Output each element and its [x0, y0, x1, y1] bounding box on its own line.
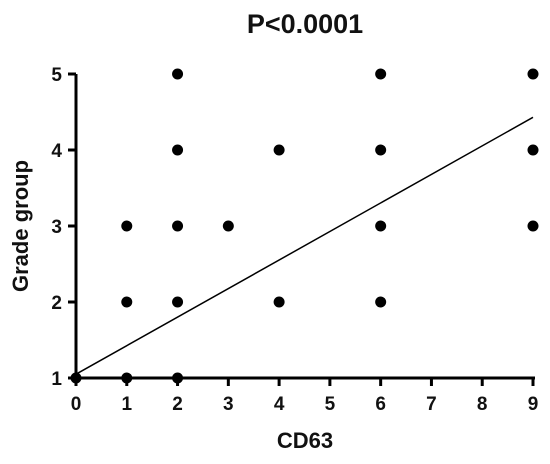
scatter-point [527, 144, 539, 156]
scatter-point [375, 296, 387, 308]
scatter-point [172, 144, 184, 156]
scatter-point [273, 144, 285, 156]
x-tick-label: 4 [274, 394, 285, 415]
scatter-point [121, 220, 133, 232]
x-tick-label: 8 [477, 394, 488, 415]
regression-line [75, 116, 534, 375]
x-tick-label: 2 [172, 394, 183, 415]
scatter-point [172, 68, 184, 80]
y-tick-label: 3 [51, 217, 62, 238]
scatter-point [172, 296, 184, 308]
y-tick-label: 5 [51, 65, 62, 86]
x-tick-label: 7 [426, 394, 437, 415]
scatter-point [172, 372, 184, 384]
scatter-point [527, 68, 539, 80]
y-tick-label: 2 [51, 293, 62, 314]
x-tick-label: 9 [528, 394, 539, 415]
x-tick-label: 5 [325, 394, 336, 415]
scatter-point [121, 372, 133, 384]
y-axis-label: Grade group [8, 160, 33, 292]
y-tick-label: 4 [51, 141, 62, 162]
x-tick-label: 1 [121, 394, 132, 415]
regression-line-group [75, 116, 534, 375]
x-tick-label: 3 [223, 394, 234, 415]
scatter-point [375, 144, 387, 156]
y-tick-label: 1 [51, 369, 62, 390]
scatter-point [375, 220, 387, 232]
x-tick-label: 6 [375, 394, 386, 415]
scatter-point [527, 220, 539, 232]
scatter-point [222, 220, 234, 232]
data-points [70, 68, 539, 384]
x-axis-label: CD63 [277, 428, 333, 453]
scatter-point [172, 220, 184, 232]
scatter-point [121, 296, 133, 308]
scatter-point [70, 372, 82, 384]
scatter-point [375, 68, 387, 80]
scatter-point [273, 296, 285, 308]
x-tick-label: 0 [71, 394, 82, 415]
chart-title: P<0.0001 [247, 9, 363, 39]
